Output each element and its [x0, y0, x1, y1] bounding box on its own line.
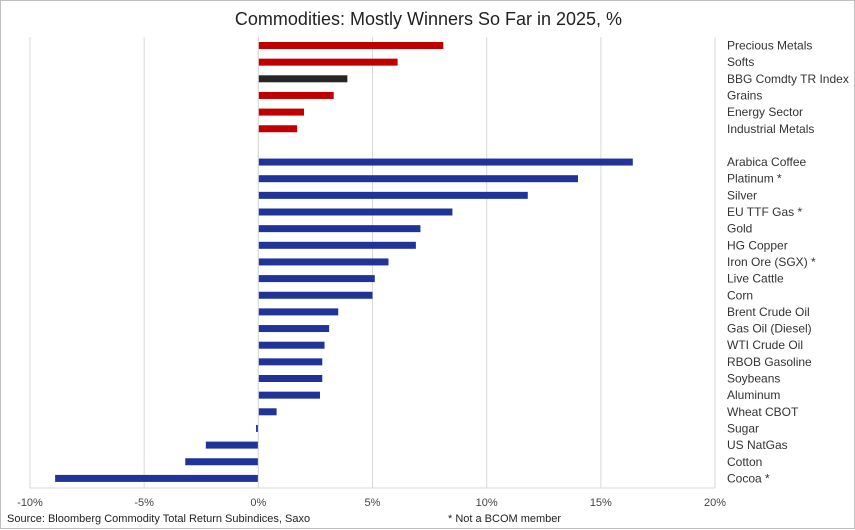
source-note: Source: Bloomberg Commodity Total Return…	[7, 513, 311, 525]
category-label: WTI Crude Oil	[727, 338, 803, 352]
category-label: Sugar	[727, 421, 759, 435]
category-label: Aluminum	[727, 388, 780, 402]
bar	[258, 58, 398, 66]
bar	[258, 341, 325, 349]
bar	[55, 474, 259, 482]
bar	[258, 391, 320, 399]
bar	[258, 208, 453, 216]
bar	[258, 241, 416, 249]
bar	[258, 91, 334, 99]
category-label: Grains	[727, 88, 762, 102]
x-tick-label: 0%	[250, 497, 266, 509]
bar	[258, 325, 330, 333]
bar	[258, 358, 323, 366]
bar	[258, 275, 375, 283]
category-label: BBG Comdty TR Index	[727, 72, 849, 86]
category-label: Energy Sector	[727, 105, 803, 119]
bar	[256, 424, 259, 432]
category-label: Precious Metals	[727, 39, 812, 53]
category-label: Silver	[727, 188, 757, 202]
category-label: Live Cattle	[727, 272, 784, 286]
bar	[258, 191, 528, 199]
bar	[258, 42, 444, 49]
category-label: Wheat CBOT	[727, 405, 799, 419]
category-label: HG Copper	[727, 238, 788, 252]
category-label: Arabica Coffee	[727, 155, 806, 169]
category-label: EU TTF Gas *	[727, 205, 802, 219]
category-label: Corn	[727, 288, 753, 302]
category-label: Platinum *	[727, 172, 782, 186]
category-label: Industrial Metals	[727, 122, 814, 136]
bar	[205, 441, 259, 449]
category-label: Cocoa *	[727, 471, 770, 485]
bar	[258, 225, 421, 233]
bar	[258, 158, 633, 166]
category-label: Gas Oil (Diesel)	[727, 322, 812, 336]
bar	[185, 458, 259, 466]
bar	[258, 108, 304, 116]
bar	[258, 125, 298, 133]
category-label: Brent Crude Oil	[727, 305, 810, 319]
bar	[258, 175, 578, 183]
bar	[258, 408, 277, 416]
category-label: RBOB Gasoline	[727, 355, 812, 369]
chart-title: Commodities: Mostly Winners So Far in 20…	[234, 9, 623, 29]
category-label: Iron Ore (SGX) *	[727, 255, 816, 269]
category-label: US NatGas	[727, 438, 788, 452]
category-label: Cotton	[727, 455, 762, 469]
bar	[258, 258, 389, 266]
bar	[258, 308, 339, 316]
x-tick-label: 5%	[365, 497, 381, 509]
x-tick-label: 15%	[590, 497, 612, 509]
bar	[258, 375, 323, 382]
x-tick-label: 20%	[704, 497, 726, 509]
category-label: Soybeans	[727, 372, 780, 386]
bar	[258, 75, 348, 83]
x-tick-label: 10%	[476, 497, 498, 509]
member-footnote: * Not a BCOM member	[448, 513, 562, 525]
category-label: Softs	[727, 55, 754, 69]
x-tick-label: -5%	[134, 497, 154, 509]
bar	[258, 291, 373, 299]
x-tick-label: -10%	[17, 497, 43, 509]
category-label: Gold	[727, 222, 752, 236]
